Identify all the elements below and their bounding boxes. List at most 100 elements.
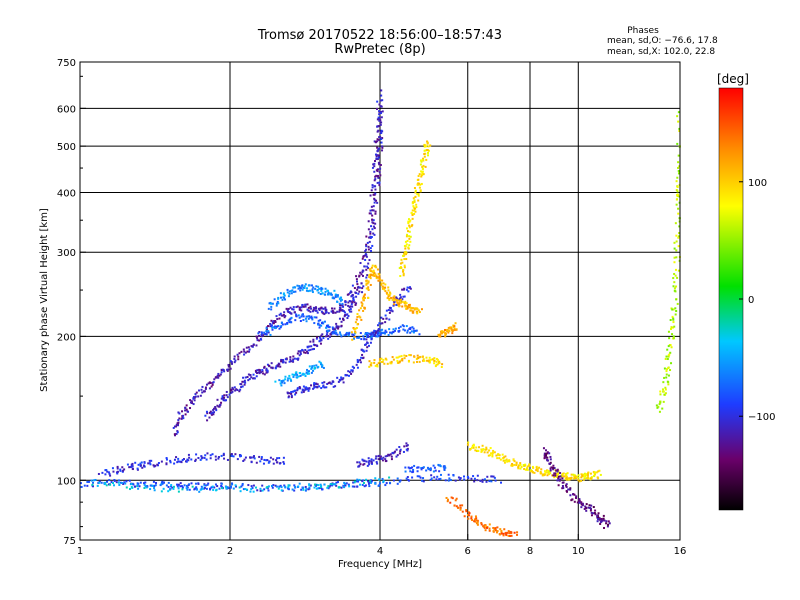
data-point <box>439 473 442 476</box>
data-point <box>365 255 368 258</box>
data-point <box>451 332 454 335</box>
data-point <box>498 457 501 460</box>
data-point <box>302 305 305 308</box>
data-point <box>441 330 444 333</box>
data-point <box>354 321 357 324</box>
data-point <box>287 307 290 310</box>
data-point <box>675 189 678 192</box>
data-point <box>346 313 349 316</box>
data-point <box>316 311 319 314</box>
data-point <box>429 478 432 481</box>
data-point <box>526 465 529 468</box>
data-point <box>423 153 426 156</box>
data-point <box>543 454 546 457</box>
data-point <box>282 293 285 296</box>
data-point <box>317 323 320 326</box>
data-point <box>248 348 251 351</box>
data-point <box>507 530 510 533</box>
data-point <box>389 331 392 334</box>
data-point <box>223 396 226 399</box>
data-point <box>673 241 676 244</box>
data-point <box>180 485 183 488</box>
data-point <box>348 310 351 313</box>
data-point <box>105 469 108 472</box>
data-point <box>429 144 432 147</box>
data-point <box>280 489 283 492</box>
data-point <box>217 376 220 379</box>
data-point <box>678 171 681 174</box>
data-point <box>329 293 332 296</box>
data-point <box>578 500 581 503</box>
data-point <box>284 375 287 378</box>
data-point <box>150 484 153 487</box>
data-point <box>212 407 215 410</box>
data-point <box>318 336 321 339</box>
data-point <box>562 472 565 475</box>
data-point <box>398 298 401 301</box>
data-point <box>676 193 679 196</box>
data-point <box>274 484 277 487</box>
data-point <box>218 487 221 490</box>
data-point <box>182 414 185 417</box>
data-point <box>265 367 268 370</box>
data-point <box>378 478 381 481</box>
data-point <box>439 333 442 336</box>
data-point <box>512 458 515 461</box>
data-point <box>281 298 284 301</box>
data-point <box>245 488 248 491</box>
data-point <box>335 481 338 484</box>
data-point <box>286 321 289 324</box>
data-point <box>227 365 230 368</box>
data-point <box>384 357 387 360</box>
data-point <box>197 482 200 485</box>
data-point <box>539 470 542 473</box>
data-point <box>267 485 270 488</box>
data-point <box>413 199 416 202</box>
data-point <box>376 363 379 366</box>
data-point <box>359 361 362 364</box>
data-point <box>491 453 494 456</box>
data-point <box>331 309 334 312</box>
data-point <box>250 485 253 488</box>
data-point <box>555 472 558 475</box>
data-point <box>321 287 324 290</box>
data-point <box>602 514 605 517</box>
data-point <box>271 366 274 369</box>
data-point <box>349 291 352 294</box>
data-point <box>421 165 424 168</box>
data-point <box>296 305 299 308</box>
data-point <box>364 258 367 261</box>
data-point <box>269 325 272 328</box>
data-point <box>676 142 679 145</box>
data-point <box>271 486 274 489</box>
data-point <box>543 457 546 460</box>
data-point <box>359 307 362 310</box>
data-point <box>674 307 677 310</box>
data-point <box>203 487 206 490</box>
data-point <box>371 264 374 267</box>
data-point <box>288 377 291 380</box>
data-point <box>607 523 610 526</box>
data-point <box>573 493 576 496</box>
data-point <box>367 220 370 223</box>
data-point <box>267 325 270 328</box>
data-point <box>165 457 168 460</box>
data-point <box>488 527 491 530</box>
data-point <box>411 326 414 329</box>
data-point <box>365 276 368 279</box>
data-point <box>377 147 380 150</box>
data-point <box>229 367 232 370</box>
data-point <box>434 469 437 472</box>
data-point <box>677 236 680 239</box>
data-point <box>265 327 268 330</box>
data-point <box>290 396 293 399</box>
data-point <box>412 307 415 310</box>
data-point <box>452 329 455 332</box>
data-point <box>227 363 230 366</box>
data-point <box>221 395 224 398</box>
data-point <box>531 465 534 468</box>
data-point <box>365 338 368 341</box>
data-point <box>283 382 286 385</box>
data-point <box>406 307 409 310</box>
data-point <box>513 531 516 534</box>
